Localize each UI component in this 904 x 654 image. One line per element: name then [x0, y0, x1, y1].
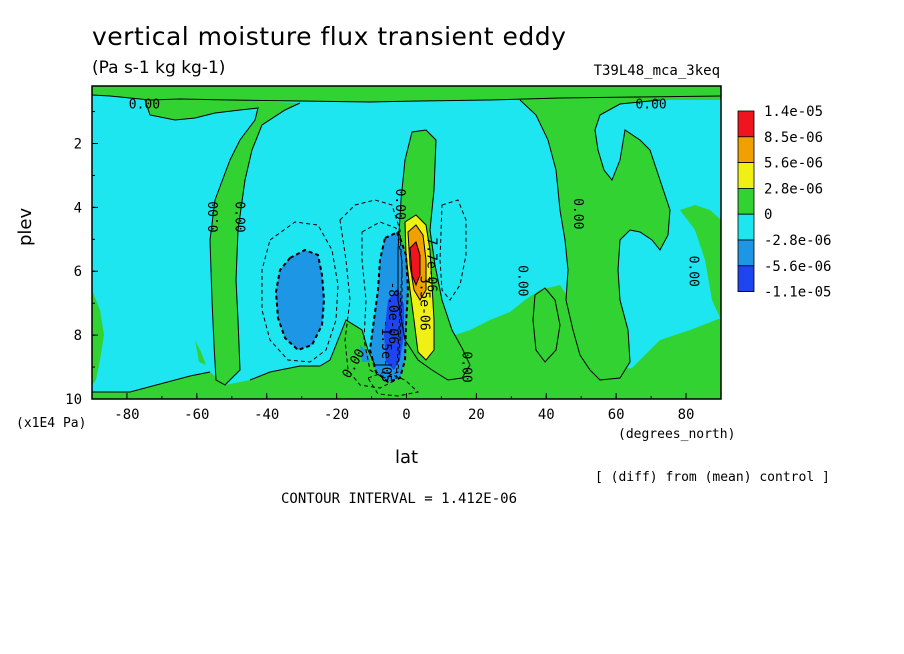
contour-negative-north: [439, 199, 467, 301]
contour-positive-equator-2: [407, 224, 427, 301]
y-axis-label: plev: [15, 207, 36, 246]
contour-label: 0.00: [570, 198, 585, 229]
contour-label: 0.00: [514, 265, 529, 296]
contour-positive-equator-3: [409, 241, 421, 287]
legend-label: 1.4e-05: [764, 104, 823, 120]
contour-label: 0.00: [231, 201, 246, 232]
contour-label: 0.00: [686, 256, 701, 287]
region-green-north-right: [680, 205, 721, 320]
region-green-left-edge: [92, 290, 104, 385]
contour-label: -1.5e-05: [378, 320, 393, 383]
contour-negative-layer: [261, 199, 467, 397]
legend-swatch: [737, 187, 755, 215]
x-tick-label: 20: [468, 407, 485, 423]
contour-line-layer: [92, 94, 721, 393]
contour-label: 7.7e-06: [423, 237, 438, 292]
contour-label: 3.5e-06: [416, 276, 431, 331]
contour-labels-layer: 0.00 0.000.00 0.00 0.000.000.000.000.000.00…: [129, 98, 701, 383]
x-tick-label: 0: [402, 407, 410, 423]
contour-negative-equator-mid: [361, 221, 403, 379]
legend-label: -1.1e-05: [764, 285, 831, 301]
contour-label: 0.00: [129, 98, 160, 113]
x-units: (degrees_north): [618, 427, 736, 442]
region-midblue-south: [276, 250, 324, 350]
region-green-upper-left: [145, 100, 300, 385]
contour-negative-equator-inner: [368, 230, 410, 384]
legend-label: -5.6e-06: [764, 259, 831, 275]
legend-swatch: [737, 239, 755, 267]
contour-label: -8.0e-06: [385, 281, 400, 344]
contour-positive-north: [532, 287, 561, 363]
contour-zero-center: [397, 129, 471, 381]
contour-label: 0.00: [392, 189, 407, 220]
chart-title: vertical moisture flux transient eddy: [92, 22, 567, 51]
legend-swatch: [737, 213, 755, 241]
region-red-core: [410, 242, 420, 285]
contour-zero-bottom: [92, 319, 392, 393]
x-tick-label: 60: [608, 407, 625, 423]
region-green-bottom: [92, 285, 721, 399]
legend-swatch: [737, 162, 755, 189]
contour-interval: CONTOUR INTERVAL = 1.412E-06: [281, 491, 518, 507]
x-tick-label: -80: [114, 407, 139, 423]
x-axis-label: lat: [395, 447, 419, 468]
contour-zero-north: [519, 99, 671, 381]
x-tick-label: -40: [254, 407, 279, 423]
legend-swatch: [737, 265, 755, 292]
contour-negative-bottom: [367, 371, 420, 397]
y-tick-label: 10: [65, 392, 82, 408]
run-label: T39L48_mca_3keq: [593, 63, 720, 79]
y-tick-label: 8: [74, 328, 82, 344]
contour-fill-layer: [92, 86, 721, 399]
y-tick-label: 2: [74, 136, 82, 152]
contour-label: 0.00: [458, 351, 473, 382]
region-green-left-small: [195, 340, 206, 365]
contour-negative-south-inner: [274, 248, 326, 352]
y-tick-label: 4: [74, 200, 82, 216]
x-tick-label: -20: [324, 407, 349, 423]
contour-positive-equator-1: [404, 214, 435, 361]
legend-swatch: [737, 136, 755, 164]
legend-label: -2.8e-06: [764, 233, 831, 249]
region-green-top-band: [92, 86, 721, 102]
contour-negative-equator-outer: [339, 199, 403, 389]
contour-zero-south: [144, 99, 301, 386]
region-green-north: [520, 96, 721, 380]
contour-zero-top: [92, 94, 721, 103]
axes-layer: -80 -60 -40 -20 0 20 40 60 80 2 4 6 8 10: [65, 111, 722, 423]
legend-label: 0: [764, 207, 772, 223]
contour-label: 0.00: [207, 201, 222, 232]
x-tick-label: 80: [678, 407, 695, 423]
color-legend: 1.4e-05 8.5e-06 5.6e-06 2.8e-06 0 -2.8e-06 -5.…: [737, 104, 831, 301]
legend-label: 8.5e-06: [764, 130, 823, 146]
contour-negative-south-outer: [261, 221, 339, 363]
legend-label: 2.8e-06: [764, 181, 823, 197]
x-tick-label: -60: [184, 407, 209, 423]
legend-swatch: [737, 110, 755, 138]
contour-label: 0.00: [635, 98, 666, 113]
diff-note: [ (diff) from (mean) control ]: [595, 470, 830, 485]
legend-label: 5.6e-06: [764, 156, 823, 172]
y-scale-note: (x1E4 Pa): [16, 416, 87, 431]
y-tick-label: 6: [74, 264, 82, 280]
chart-units: (Pa s-1 kg kg-1): [92, 58, 226, 78]
x-tick-label: 40: [538, 407, 555, 423]
